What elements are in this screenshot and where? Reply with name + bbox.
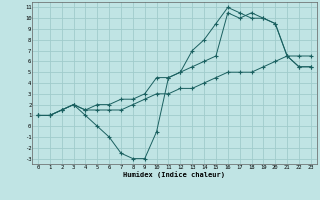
X-axis label: Humidex (Indice chaleur): Humidex (Indice chaleur): [124, 171, 225, 178]
